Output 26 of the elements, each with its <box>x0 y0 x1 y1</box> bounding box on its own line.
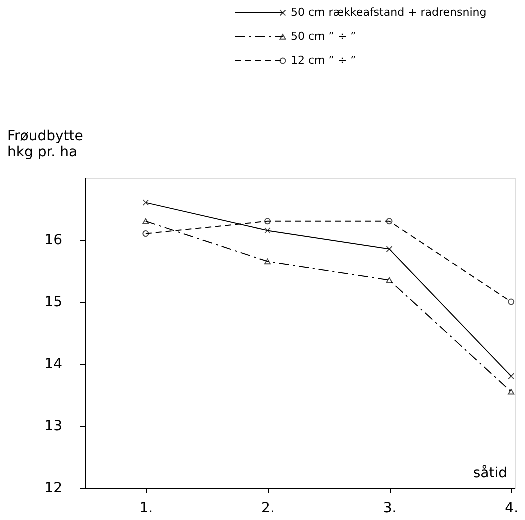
x-axis-title: såtid <box>473 464 508 482</box>
y-tick-label: 14 <box>44 356 63 372</box>
x-tick-label: 1. <box>140 500 154 516</box>
point <box>142 218 150 224</box>
point <box>264 227 271 234</box>
point <box>386 246 393 253</box>
point <box>264 258 271 265</box>
point <box>142 230 150 238</box>
y-tick-label: 16 <box>44 232 63 248</box>
point <box>508 298 515 306</box>
point <box>386 218 393 225</box>
x-tick-label: 2. <box>262 500 275 516</box>
y-axis-title: Frøudbytte hkg pr. ha <box>8 128 84 160</box>
point <box>508 373 515 380</box>
y-tick-label: 12 <box>44 480 62 496</box>
point <box>142 200 150 206</box>
point <box>508 389 515 395</box>
legend-label: 50 cm ” ÷ ” <box>291 30 356 43</box>
point <box>386 277 393 284</box>
y-tick-label: 13 <box>44 418 62 434</box>
x-tick-label: 4. <box>505 500 519 516</box>
x-tick-label: 3. <box>383 500 397 516</box>
point <box>264 218 271 225</box>
legend-label: 12 cm ” ÷ ” <box>291 54 356 67</box>
legend-label: 50 cm rækkeafstand + radrensning <box>291 6 487 19</box>
y-tick-label: 15 <box>44 294 62 310</box>
